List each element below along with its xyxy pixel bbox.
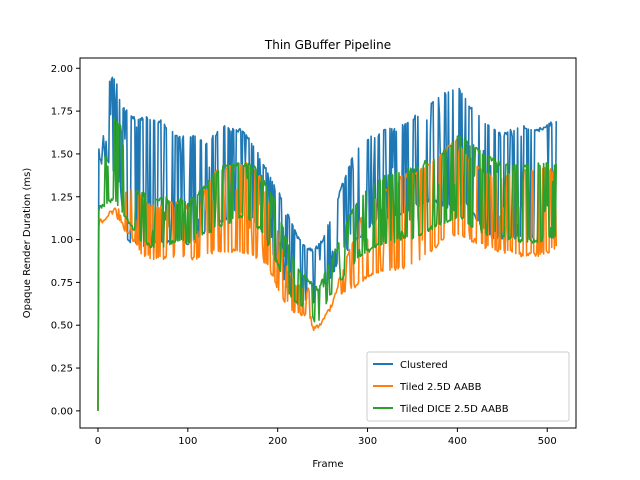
legend-box <box>366 351 570 422</box>
x-axis-ticks: 0 100 200 300 400 500 <box>95 428 557 447</box>
y-axis-label: Opaque Render Duration (ms) <box>22 168 33 319</box>
y-tick-label: 1.75 <box>51 107 73 118</box>
y-tick-label: 0.75 <box>51 278 73 289</box>
series-line-tiled-dice <box>97 117 558 411</box>
y-axis-ticks: 0.00 0.25 0.50 0.75 1.00 1.25 1.50 1.75 2.00 <box>51 64 80 417</box>
y-tick-label: 0.50 <box>51 321 73 332</box>
y-tick-label: 2.00 <box>51 64 73 75</box>
legend-label-tiled-aabb: Tiled 2.5D AABB <box>399 382 482 393</box>
y-tick-label: 0.25 <box>51 364 73 375</box>
x-tick-label: 500 <box>538 436 557 447</box>
x-tick-label: 300 <box>358 436 377 447</box>
x-tick-label: 0 <box>95 436 101 447</box>
y-tick-label: 1.50 <box>51 149 73 160</box>
legend: Clustered Tiled 2.5D AABB Tiled DICE 2.5… <box>366 351 570 422</box>
y-tick-label: 1.00 <box>51 235 73 246</box>
legend-label-clustered: Clustered <box>400 360 448 371</box>
x-tick-label: 100 <box>178 436 197 447</box>
chart-title: Thin GBuffer Pipeline <box>264 38 391 52</box>
series-layer <box>97 76 558 411</box>
x-tick-label: 200 <box>268 436 287 447</box>
plot-frame <box>79 57 577 429</box>
x-axis-label: Frame <box>312 459 343 470</box>
y-tick-label: 1.25 <box>51 192 73 203</box>
y-tick-label: 0.00 <box>51 406 73 417</box>
legend-label-tiled-dice: Tiled DICE 2.5D AABB <box>399 404 509 415</box>
x-tick-label: 400 <box>448 436 467 447</box>
